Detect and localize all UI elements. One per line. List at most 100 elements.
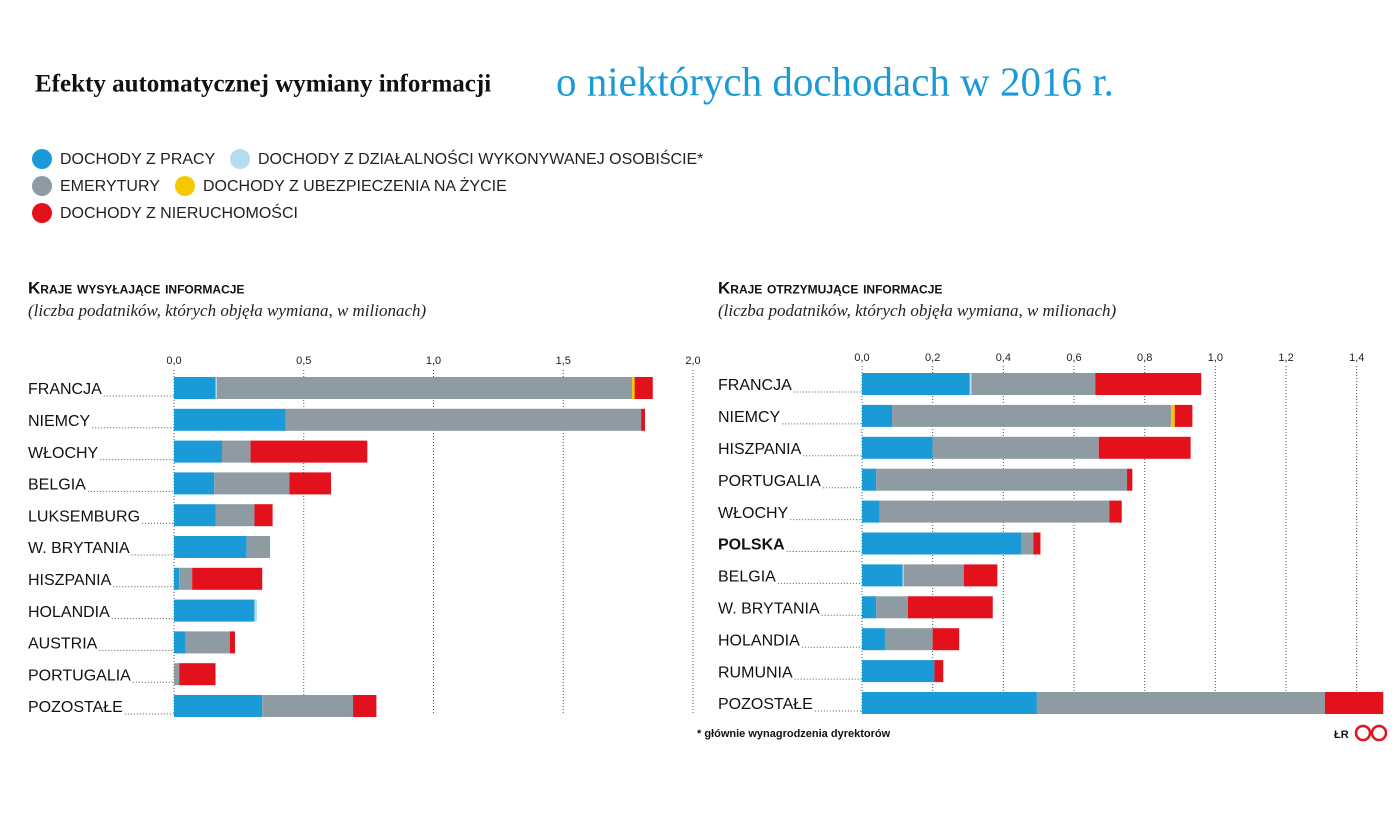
x-tick-label: 0,6 (1066, 352, 1081, 364)
bar-segment (185, 631, 230, 654)
category-label: FRANCJA (718, 377, 792, 394)
bar-segment (632, 377, 635, 399)
chart-title: Kraje otrzymujące informacje (718, 278, 942, 297)
bar-segment (892, 404, 1172, 427)
bar-segment (876, 468, 1128, 491)
bar-segment (215, 504, 255, 527)
chart-subtitle: (liczba podatników, których objęła wymia… (28, 301, 427, 320)
bar-segment (222, 440, 251, 463)
category-label: PORTUGALIA (718, 473, 821, 490)
bar-segment (862, 596, 877, 619)
legend-label: DOCHODY Z PRACY (60, 151, 216, 168)
bar-segment (174, 408, 286, 431)
chart-subtitle: (liczba podatników, których objęła wymia… (718, 301, 1117, 320)
bar-segment (902, 564, 904, 587)
bar-segment (174, 631, 186, 654)
logo (1370, 724, 1388, 742)
x-tick-label: 1,4 (1349, 352, 1364, 364)
bar-segment (289, 472, 331, 495)
bar-segment (179, 567, 193, 590)
x-tick-label: 0,8 (1137, 352, 1152, 364)
bar-segment (1033, 532, 1041, 555)
legend-swatch (32, 203, 52, 223)
bar-segment (634, 377, 653, 399)
bar-segment (1127, 468, 1133, 491)
bar-segment (174, 536, 247, 558)
bar-segment (174, 599, 255, 622)
x-tick-label: 1,0 (1208, 352, 1223, 364)
bar-segment (862, 692, 1037, 714)
bar-segment (1109, 500, 1122, 523)
title-highlight: o niektórych dochodach w 2016 r. (556, 58, 1114, 104)
bar-segment (1098, 436, 1191, 459)
bar-segment (907, 596, 993, 619)
bar-segment (876, 596, 908, 619)
legend-swatch (175, 176, 195, 196)
bar-segment (174, 695, 263, 717)
bar-segment (971, 373, 1096, 395)
bar-segment (932, 436, 1099, 459)
x-tick-label: 0,5 (296, 355, 311, 367)
bar-segment (932, 628, 960, 651)
category-label: WŁOCHY (718, 505, 789, 522)
x-tick-label: 1,2 (1278, 352, 1293, 364)
bar-segment (862, 660, 935, 683)
legend-swatch (230, 149, 250, 169)
category-label: HISZPANIA (718, 441, 802, 458)
bar-segment (903, 564, 964, 587)
bar-segment (862, 500, 880, 523)
x-tick-label: 0,4 (996, 352, 1011, 364)
chart-title: Kraje wysyłające informacje (28, 278, 244, 297)
bar-segment (174, 663, 180, 686)
category-label: HISZPANIA (28, 572, 112, 589)
title: Efekty automatycznej wymiany informacji (35, 71, 491, 98)
bar-segment (215, 377, 217, 399)
bar-segment (254, 504, 273, 527)
x-tick-label: 0,0 (854, 352, 869, 364)
category-label: POLSKA (718, 537, 785, 554)
bar-segment (862, 373, 970, 395)
bar-segment (1171, 404, 1175, 427)
bar-segment (1324, 692, 1384, 714)
category-label: W. BRYTANIA (718, 601, 820, 618)
bar-segment (969, 373, 972, 395)
bar-segment (1174, 404, 1193, 427)
bar-segment (1021, 532, 1034, 555)
legend-label: DOCHODY Z NIERUCHOMOŚCI (60, 203, 298, 222)
x-tick-label: 1,5 (556, 355, 571, 367)
bar-segment (250, 440, 368, 463)
bar-segment (862, 628, 885, 651)
bar-segment (641, 408, 645, 431)
bar-segment (229, 631, 235, 654)
legend-swatch (32, 176, 52, 196)
category-label: RUMUNIA (718, 664, 793, 681)
legend-label: DOCHODY Z DZIAŁALNOŚCI WYKONYWANEJ OSOBI… (258, 149, 703, 168)
category-label: POZOSTAŁE (718, 696, 813, 713)
x-tick-label: 1,0 (426, 355, 441, 367)
bar-segment (1036, 692, 1325, 714)
bar-segment (254, 599, 258, 622)
bar-segment (884, 628, 933, 651)
bar-segment (174, 377, 216, 399)
category-label: HOLANDIA (718, 632, 800, 649)
x-tick-label: 0,2 (925, 352, 940, 364)
x-tick-label: 0,0 (166, 355, 181, 367)
legend-swatch (32, 149, 52, 169)
category-label: BELGIA (718, 569, 776, 586)
category-label: PORTUGALIA (28, 667, 131, 684)
bar-segment (179, 663, 216, 686)
x-tick-label: 2,0 (685, 355, 700, 367)
bar-segment (216, 377, 633, 399)
bar-segment (879, 500, 1110, 523)
category-label: WŁOCHY (28, 445, 99, 462)
category-label: NIEMCY (718, 409, 781, 426)
bar-segment (862, 436, 933, 459)
bar-segment (285, 408, 642, 431)
bar-segment (174, 504, 216, 527)
category-label: AUSTRIA (28, 636, 98, 653)
bar-segment (353, 695, 377, 717)
footnote: * głównie wynagrodzenia dyrektorów (697, 728, 891, 740)
bar-segment (862, 532, 1022, 555)
bar-segment (862, 468, 877, 491)
